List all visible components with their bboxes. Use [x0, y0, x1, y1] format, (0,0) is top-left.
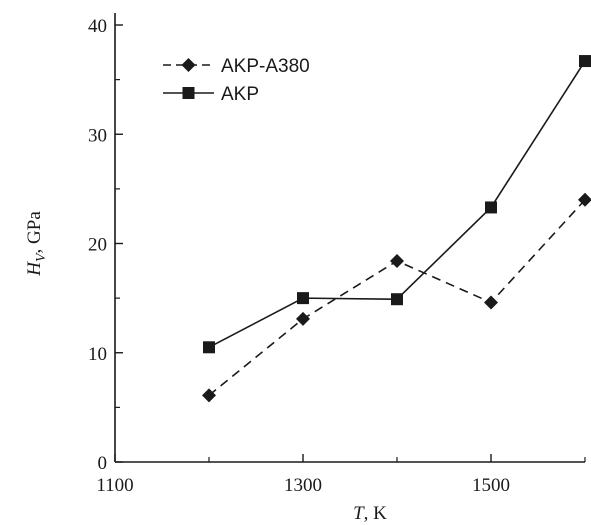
x-axis-title: T, K	[353, 503, 387, 524]
legend-marker-1	[182, 87, 195, 99]
axes	[114, 13, 585, 463]
x-axis-unit: , K	[364, 503, 388, 524]
data-point-1-1	[297, 292, 309, 305]
legend-marker-0	[181, 58, 196, 72]
data-point-1-4	[579, 55, 591, 68]
legend: AKP-A380 AKP	[163, 56, 310, 105]
x-tick-label-1100: 1100	[96, 475, 133, 496]
tick-labels: 0 10 20 30 40 1100 1300 1500	[88, 16, 510, 496]
y-tick-label-30: 30	[88, 125, 107, 146]
y-axis-subscript: V	[34, 252, 49, 262]
data-point-1-3	[485, 201, 497, 214]
x-tick-label-1500: 1500	[472, 475, 510, 496]
x-tick-label-1300: 1300	[284, 475, 322, 496]
tick-marks	[114, 24, 586, 463]
data-point-0-0	[202, 388, 216, 403]
y-tick-label-10: 10	[88, 344, 107, 365]
y-tick-label-40: 40	[88, 16, 107, 37]
y-axis-title: HV, GPa	[24, 211, 49, 277]
data-point-0-3	[484, 295, 498, 310]
series-layer	[202, 55, 591, 403]
data-point-0-1	[296, 311, 310, 326]
data-point-0-4	[578, 192, 591, 207]
x-axis-symbol: T	[353, 503, 365, 524]
legend-label-0: AKP-A380	[221, 56, 310, 77]
series-1	[203, 55, 591, 354]
y-axis-unit: , GPa	[24, 211, 45, 254]
data-point-1-0	[203, 341, 215, 354]
y-tick-label-0: 0	[98, 453, 108, 474]
legend-label-1: AKP	[221, 84, 259, 105]
data-point-1-2	[391, 293, 403, 306]
y-tick-label-20: 20	[88, 235, 107, 256]
y-axis-symbol: H	[24, 261, 45, 277]
series-0	[202, 192, 591, 403]
data-point-0-2	[390, 253, 404, 268]
